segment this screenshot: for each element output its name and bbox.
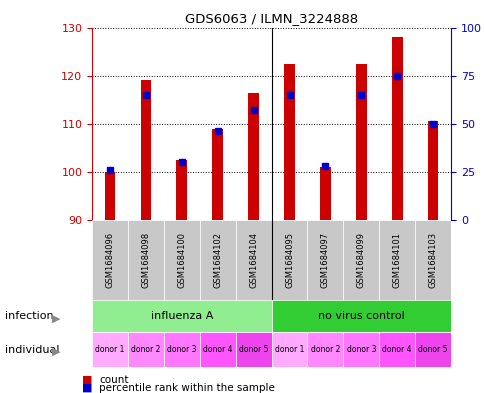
Bar — [164, 332, 199, 367]
Bar — [140, 81, 151, 220]
Text: donor 5: donor 5 — [239, 345, 268, 354]
Text: ■: ■ — [82, 383, 93, 393]
Bar — [319, 167, 330, 220]
Text: ▶: ▶ — [51, 313, 60, 323]
Text: ■: ■ — [82, 375, 93, 385]
Bar — [176, 160, 187, 220]
Text: donor 2: donor 2 — [131, 345, 160, 354]
Bar — [391, 37, 402, 220]
Text: no virus control: no virus control — [318, 311, 404, 321]
Text: GSM1684103: GSM1684103 — [428, 232, 437, 288]
Bar — [164, 220, 199, 301]
Bar — [105, 172, 115, 220]
Bar — [414, 332, 450, 367]
Text: donor 3: donor 3 — [167, 345, 196, 354]
Bar — [307, 220, 343, 301]
Bar — [378, 220, 414, 301]
Text: donor 5: donor 5 — [418, 345, 447, 354]
Text: GSM1684095: GSM1684095 — [285, 232, 293, 288]
Text: donor 4: donor 4 — [382, 345, 411, 354]
Text: GSM1684097: GSM1684097 — [320, 232, 329, 288]
Text: donor 2: donor 2 — [310, 345, 339, 354]
Bar — [199, 220, 235, 301]
Bar — [343, 220, 378, 301]
Text: individual: individual — [5, 345, 59, 355]
Text: donor 1: donor 1 — [274, 345, 303, 354]
Text: GSM1684099: GSM1684099 — [356, 232, 365, 288]
Text: GSM1684104: GSM1684104 — [249, 232, 257, 288]
Bar — [427, 121, 438, 220]
Title: GDS6063 / ILMN_3224888: GDS6063 / ILMN_3224888 — [185, 12, 357, 25]
Bar — [212, 129, 223, 220]
Bar — [199, 332, 235, 367]
Bar — [414, 220, 450, 301]
Text: influenza A: influenza A — [151, 311, 212, 321]
Text: GSM1684102: GSM1684102 — [213, 232, 222, 288]
Bar — [235, 220, 271, 301]
Bar — [355, 64, 366, 220]
Bar — [92, 220, 128, 301]
Bar — [343, 332, 378, 367]
Bar — [284, 64, 294, 220]
Text: infection: infection — [5, 311, 53, 321]
Bar — [271, 300, 450, 332]
Text: count: count — [99, 375, 129, 385]
Text: GSM1684098: GSM1684098 — [141, 232, 150, 288]
Text: donor 3: donor 3 — [346, 345, 375, 354]
Bar — [92, 300, 271, 332]
Text: GSM1684100: GSM1684100 — [177, 232, 186, 288]
Bar — [271, 220, 307, 301]
Text: GSM1684101: GSM1684101 — [392, 232, 401, 288]
Text: donor 4: donor 4 — [203, 345, 232, 354]
Text: ▶: ▶ — [51, 347, 60, 357]
Bar — [271, 332, 307, 367]
Bar — [248, 92, 258, 220]
Bar — [128, 220, 164, 301]
Bar — [92, 332, 128, 367]
Text: donor 1: donor 1 — [95, 345, 124, 354]
Bar — [378, 332, 414, 367]
Bar — [128, 332, 164, 367]
Bar — [235, 332, 271, 367]
Text: GSM1684096: GSM1684096 — [106, 232, 114, 288]
Text: percentile rank within the sample: percentile rank within the sample — [99, 383, 275, 393]
Bar — [307, 332, 343, 367]
